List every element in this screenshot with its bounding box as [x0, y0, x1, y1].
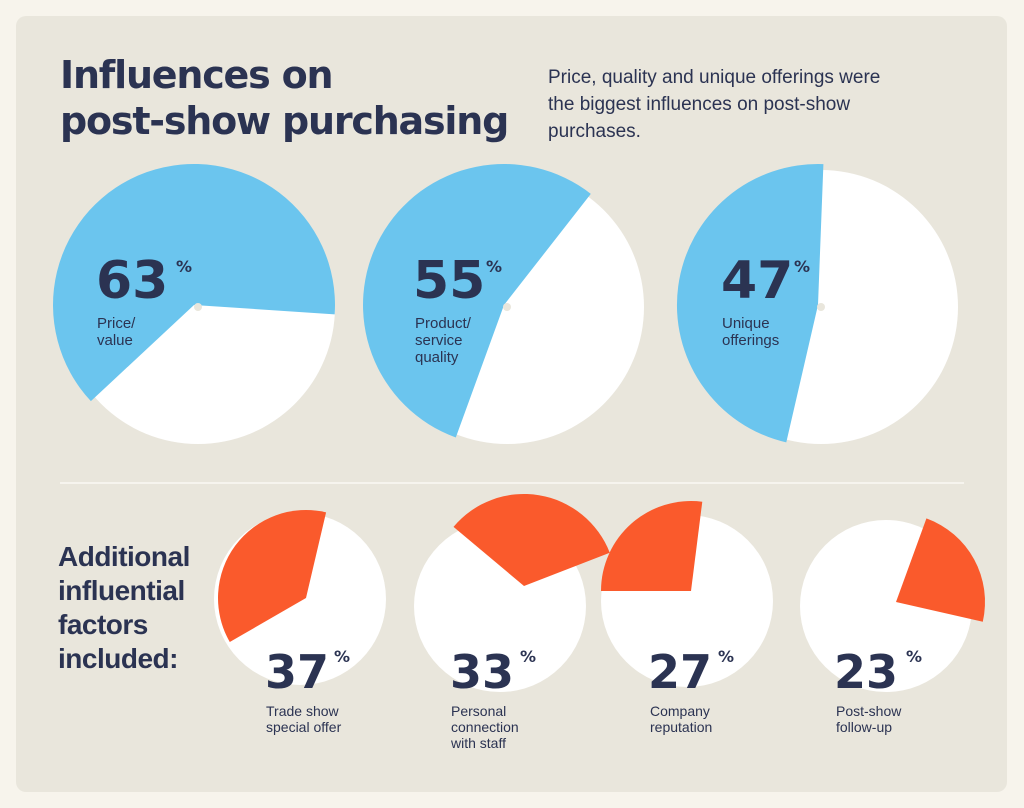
- pie-percent-sign: %: [520, 647, 536, 666]
- pie-percent-sign: %: [794, 257, 810, 276]
- pie-category-label: with staff: [450, 735, 506, 751]
- pie-value-slice: [453, 493, 610, 586]
- pie-category-label: value: [97, 332, 133, 349]
- pie-value-label: 55: [413, 251, 485, 311]
- pie-value-slice: [601, 501, 703, 591]
- pie-value-slice: [363, 164, 591, 438]
- pie-percent-sign: %: [334, 647, 350, 666]
- pie-value-label: 63: [96, 251, 168, 311]
- pie-category-label: special offer: [266, 719, 342, 735]
- pie-percent-sign: %: [718, 647, 734, 666]
- pie-category-label: Price/: [97, 315, 136, 332]
- pie-category-label: Post-show: [836, 703, 902, 719]
- title-line-1: Influences on: [60, 53, 334, 97]
- pie-value-slice: [52, 163, 335, 402]
- main-pie-price-value: 63 % Price/value: [52, 163, 335, 444]
- pie-category-label: reputation: [650, 719, 712, 735]
- pie-center-dot: [817, 303, 825, 311]
- pie-category-label: Company: [650, 703, 710, 719]
- pie-category-label: Product/: [415, 315, 472, 332]
- pie-category-label: connection: [451, 719, 519, 735]
- pie-category-label: Personal: [451, 703, 506, 719]
- additional-line-4: included:: [58, 643, 178, 674]
- pie-center-dot: [194, 303, 202, 311]
- page-title: Influences on post-show purchasing: [60, 52, 509, 144]
- pie-category-label: service: [415, 332, 463, 349]
- additional-line-2: influential: [58, 575, 185, 606]
- pie-percent-sign: %: [906, 647, 922, 666]
- pie-category-label: follow-up: [836, 719, 892, 735]
- section-divider: [60, 482, 964, 484]
- additional-line-1: Additional: [58, 541, 190, 572]
- pie-value-slice: [896, 518, 986, 622]
- pie-value-label: 47: [721, 251, 793, 311]
- title-line-2: post-show purchasing: [60, 99, 509, 143]
- pie-center-dot: [503, 303, 511, 311]
- pie-category-label: quality: [415, 349, 459, 366]
- pie-value-slice: [218, 510, 327, 642]
- additional-factors-heading: Additional influential factors included:: [58, 540, 190, 676]
- pie-percent-sign: %: [176, 257, 192, 276]
- pie-category-label: Unique: [722, 315, 770, 332]
- pie-value-label: 33: [450, 645, 514, 699]
- pie-value-label: 23: [834, 645, 898, 699]
- pie-value-label: 27: [648, 645, 712, 699]
- pie-percent-sign: %: [486, 257, 502, 276]
- pie-category-label: Trade show: [266, 703, 340, 719]
- page-subtitle: Price, quality and unique offerings were…: [548, 67, 881, 142]
- pie-value-slice: [676, 163, 824, 443]
- pie-category-label: offerings: [722, 332, 779, 349]
- additional-line-3: factors: [58, 609, 148, 640]
- pie-value-label: 37: [265, 645, 329, 699]
